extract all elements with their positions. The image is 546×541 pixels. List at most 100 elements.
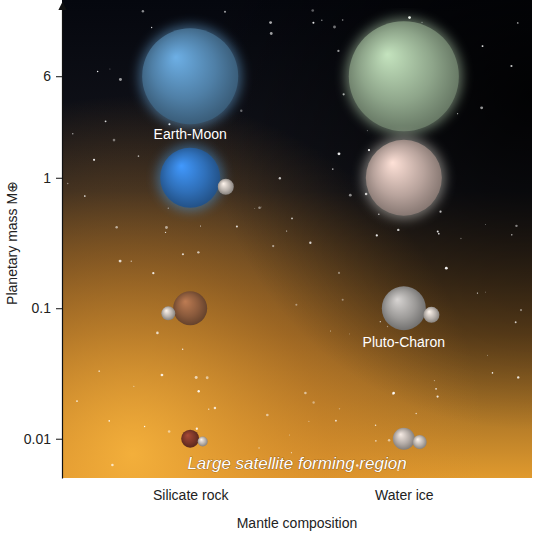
- star: [206, 376, 209, 379]
- y-tick-mark: [56, 76, 62, 77]
- background-shade: [62, 0, 532, 478]
- star: [343, 93, 345, 95]
- star: [279, 177, 281, 179]
- star: [517, 376, 519, 378]
- star: [119, 78, 122, 81]
- star: [289, 434, 291, 436]
- star: [98, 370, 100, 372]
- star: [311, 9, 314, 12]
- star: [312, 401, 314, 403]
- star: [515, 321, 517, 323]
- y-tick-label: 1: [43, 170, 51, 186]
- planet-series: [181, 428, 427, 450]
- star: [338, 272, 340, 274]
- star: [460, 238, 462, 240]
- star: [236, 225, 238, 227]
- y-tick-label: 0.01: [24, 431, 51, 447]
- star: [105, 120, 107, 122]
- y-tick: 6: [43, 68, 62, 84]
- background: [62, 0, 532, 478]
- star: [415, 413, 417, 415]
- y-axis: 0.01 0.1 1 6: [24, 9, 63, 479]
- star: [392, 392, 395, 395]
- star: [477, 292, 478, 293]
- star: [304, 392, 307, 395]
- y-tick: 0.1: [32, 300, 62, 316]
- star: [142, 10, 144, 12]
- star: [168, 208, 169, 209]
- star: [266, 414, 269, 417]
- y-axis-line: [62, 9, 63, 479]
- star: [392, 392, 394, 394]
- star: [380, 321, 381, 322]
- star: [168, 430, 171, 433]
- star: [286, 231, 287, 232]
- star: [131, 260, 132, 261]
- star: [214, 407, 217, 410]
- planet: [366, 140, 442, 216]
- star: [182, 348, 183, 349]
- star: [342, 19, 344, 21]
- star: [295, 304, 297, 306]
- star: [330, 330, 332, 332]
- star: [156, 332, 159, 335]
- moon: [413, 435, 427, 449]
- star: [84, 195, 86, 197]
- star: [485, 291, 487, 293]
- star: [342, 299, 344, 301]
- planet-glow: [363, 137, 445, 219]
- star: [438, 233, 440, 235]
- star: [200, 225, 201, 226]
- chart-svg: 0.010.116Silicate rockWater iceMantle co…: [0, 0, 546, 541]
- y-tick-mark: [56, 308, 62, 309]
- star: [376, 234, 378, 236]
- star: [269, 21, 272, 24]
- star: [308, 421, 309, 422]
- y-tick-label: 0.1: [32, 300, 52, 316]
- star: [291, 217, 293, 219]
- star: [270, 32, 273, 35]
- star: [182, 253, 184, 255]
- star: [397, 229, 399, 231]
- star: [152, 272, 154, 274]
- star: [258, 206, 261, 209]
- star: [349, 194, 352, 197]
- star: [72, 133, 73, 134]
- moon: [218, 179, 234, 195]
- star: [367, 130, 368, 131]
- star: [321, 19, 323, 21]
- star: [151, 27, 152, 28]
- star: [93, 159, 95, 161]
- star: [113, 139, 116, 142]
- star: [387, 326, 388, 327]
- chart-root: 0.010.116Silicate rockWater iceMantle co…: [0, 0, 546, 541]
- star: [338, 152, 341, 155]
- star: [486, 354, 488, 356]
- moon: [423, 307, 439, 323]
- star: [457, 113, 458, 114]
- star: [208, 408, 209, 409]
- star: [332, 168, 334, 170]
- y-tick: 1: [43, 170, 62, 186]
- moon: [198, 436, 208, 446]
- stars: [67, 9, 522, 471]
- y-axis-title: Planetary mass M⊕: [4, 181, 20, 305]
- planet: [349, 21, 459, 131]
- star: [485, 223, 487, 225]
- star: [312, 22, 314, 24]
- star: [67, 183, 69, 185]
- planet: [142, 28, 238, 124]
- plot-area: [139, 18, 462, 449]
- star: [333, 26, 336, 29]
- star: [133, 386, 134, 387]
- star: [375, 440, 377, 442]
- star: [510, 65, 512, 67]
- star: [195, 376, 198, 379]
- star: [436, 395, 438, 397]
- planet-series: [139, 18, 462, 134]
- star: [76, 400, 78, 402]
- star: [260, 206, 262, 208]
- star: [445, 267, 448, 270]
- star: [197, 251, 199, 253]
- star: [480, 106, 483, 109]
